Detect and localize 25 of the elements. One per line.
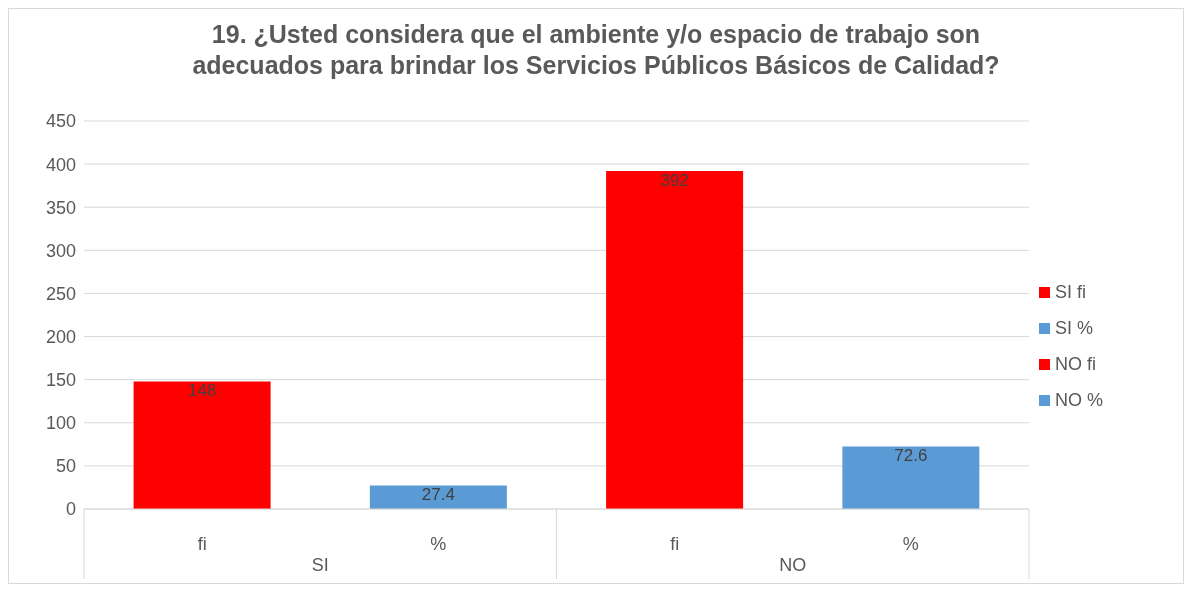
y-tick-label: 250 — [45, 283, 76, 304]
y-tick-label: 200 — [45, 326, 76, 347]
y-tick-label: 400 — [45, 154, 76, 175]
data-label: 72.6 — [894, 446, 928, 466]
y-tick-label: 0 — [65, 499, 76, 520]
legend-label: NO fi — [1054, 352, 1097, 376]
x-tick-label: % — [902, 533, 919, 554]
legend-label: SI % — [1054, 316, 1094, 340]
legend-label: SI fi — [1054, 280, 1087, 304]
data-label: 392 — [660, 171, 689, 191]
chart-title: 19. ¿Usted considera que el ambiente y/o espacio de trabajo son adecuados para brindar los Servicios Públicos Básicos de Calidad? — [191, 19, 1001, 81]
y-tick-label: 50 — [55, 456, 76, 477]
y-tick-label: 300 — [45, 240, 76, 261]
text: NO — [779, 555, 807, 575]
x-tick-label: fi — [197, 533, 207, 554]
x-tick-label: fi — [670, 533, 680, 554]
legend-label: NO % — [1054, 388, 1104, 412]
y-tick-label: 100 — [45, 413, 76, 434]
y-tick-label: 150 — [45, 370, 76, 391]
data-label: 148 — [187, 381, 217, 401]
data-label: 27.4 — [421, 485, 455, 505]
text: SI — [311, 555, 329, 575]
x-tick-label: % — [430, 533, 447, 554]
y-tick-label: 450 — [45, 111, 76, 132]
y-tick-label: 350 — [45, 197, 76, 218]
